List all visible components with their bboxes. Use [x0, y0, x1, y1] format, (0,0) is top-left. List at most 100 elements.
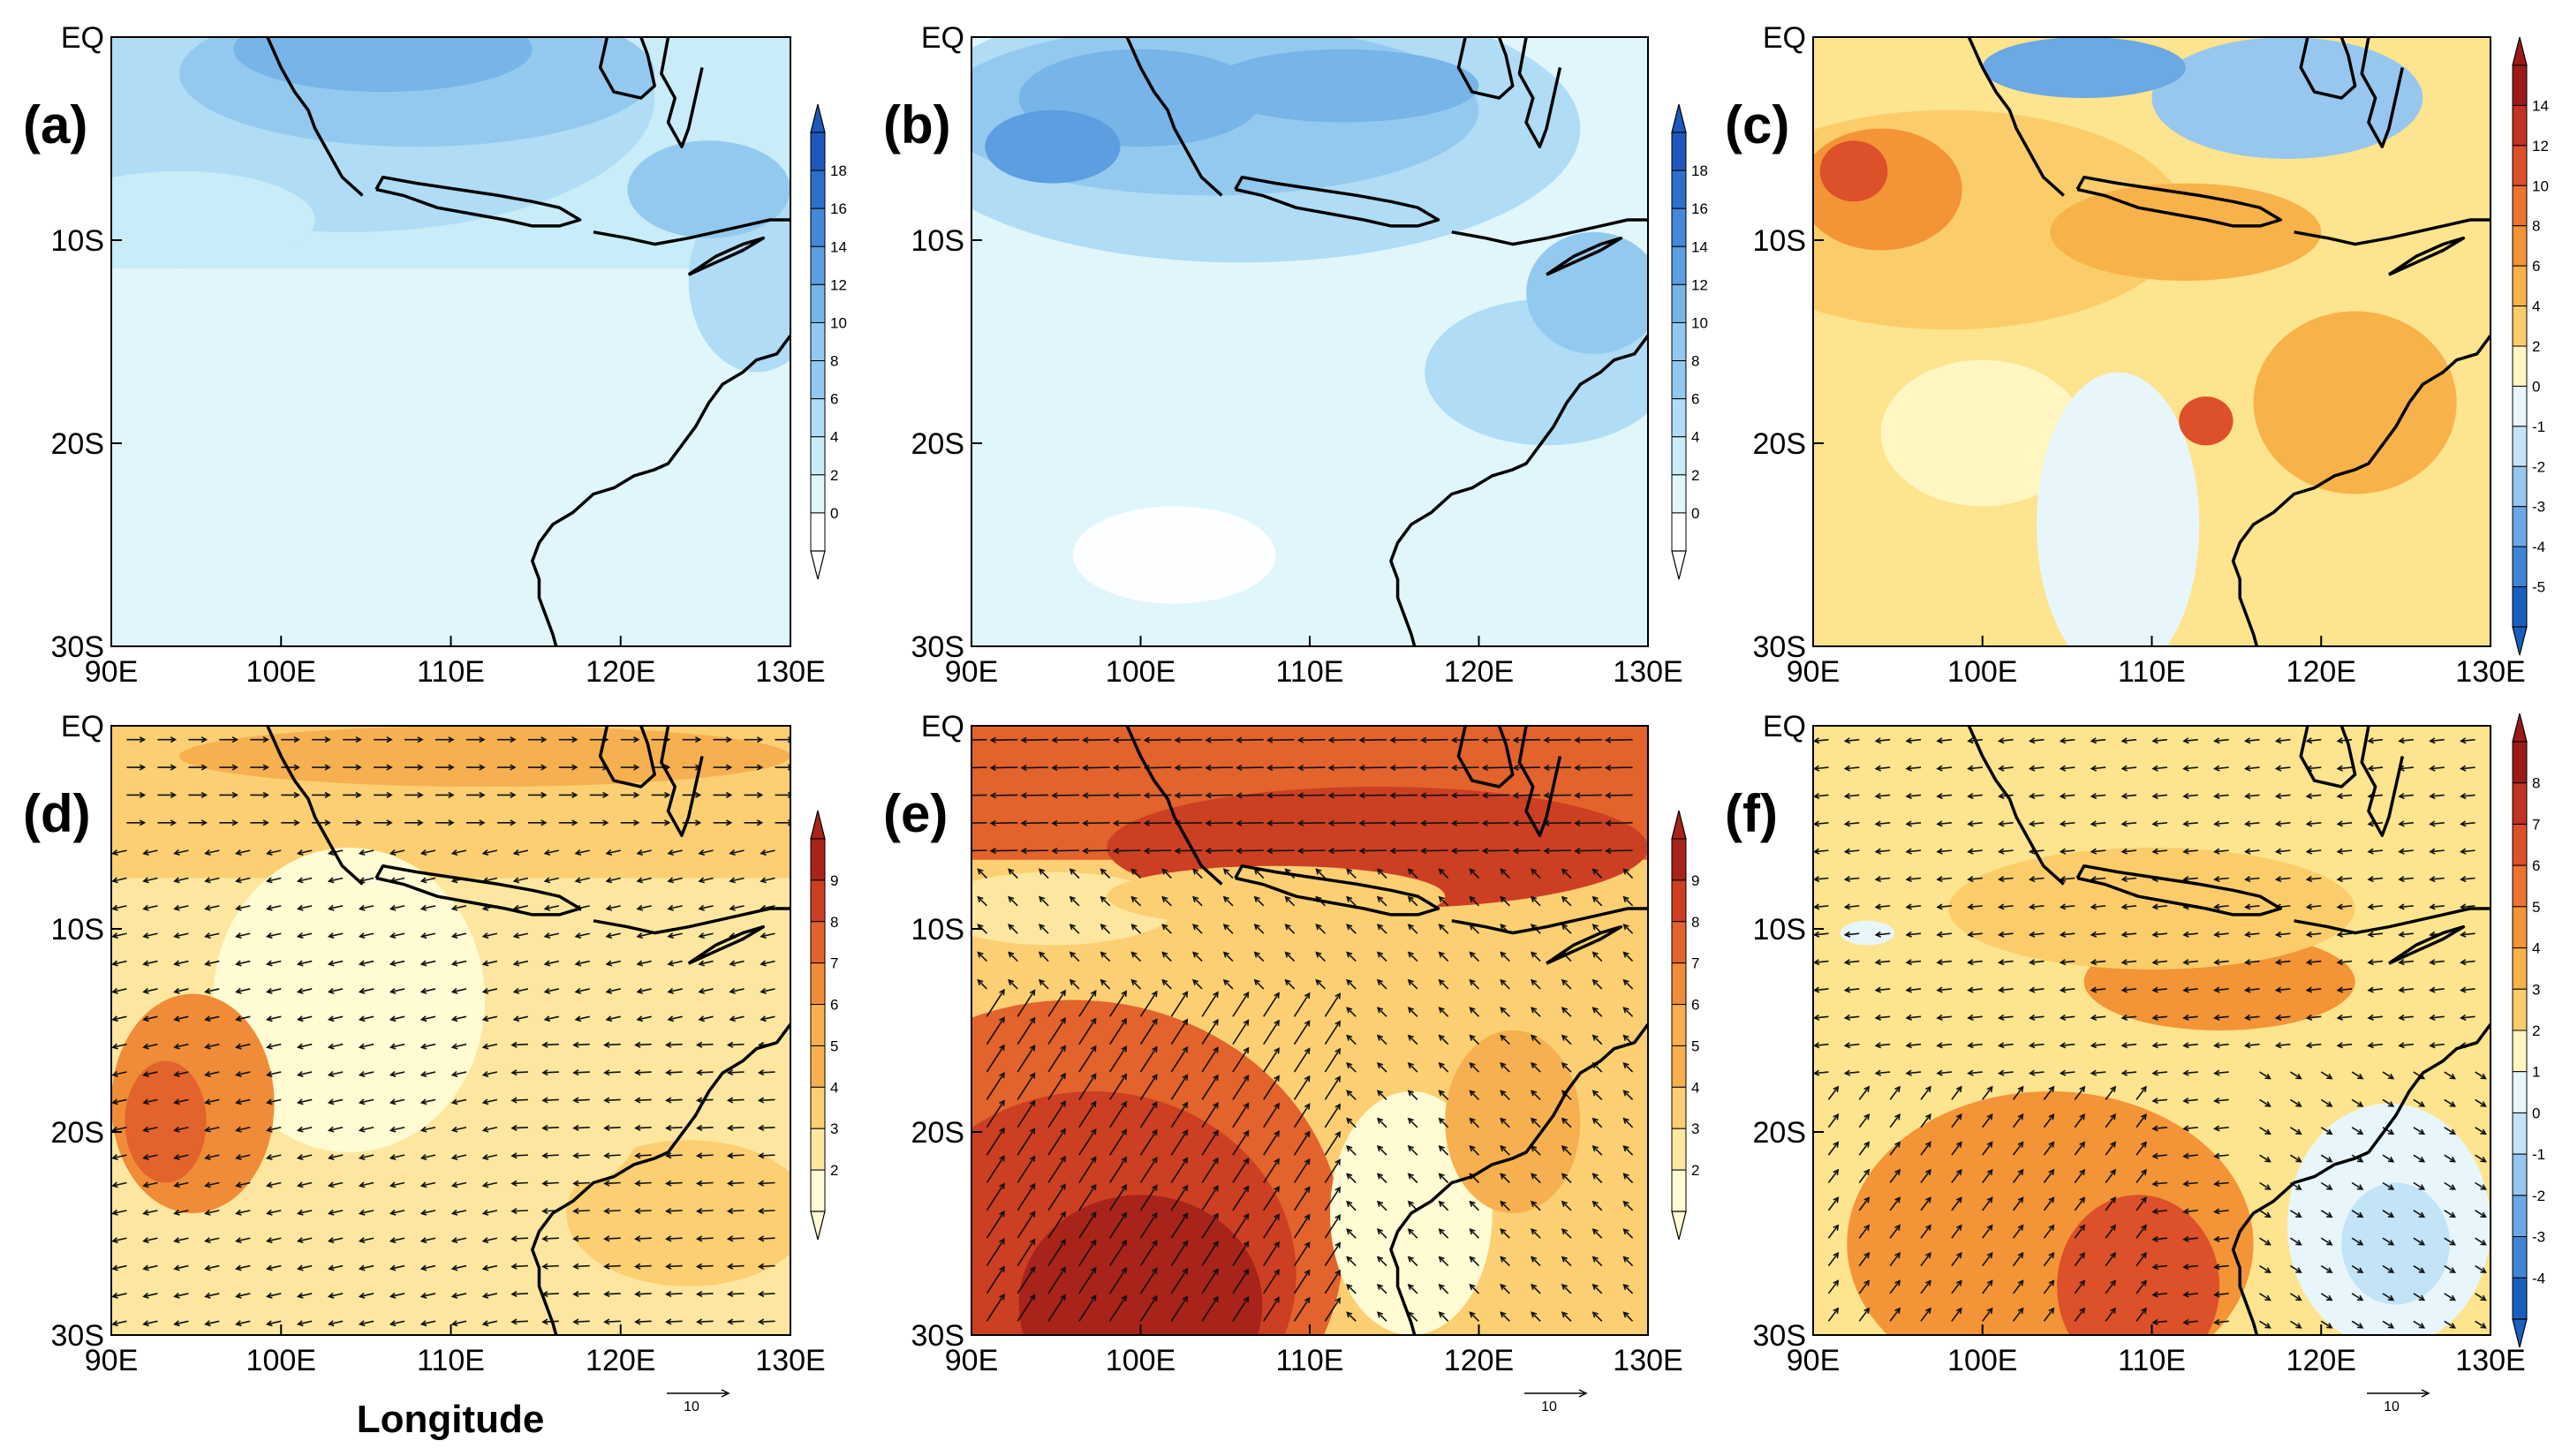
wind-vector-head [2110, 1113, 2117, 1120]
wind-vector [1346, 1201, 1357, 1211]
wind-vector [1131, 869, 1142, 879]
wind-vector [1324, 1298, 1341, 1322]
panel-e-coastline [1125, 726, 1648, 1335]
wind-vector-head [139, 764, 147, 771]
wind-vector-head [2295, 1128, 2302, 1135]
wind-vector [2430, 794, 2445, 797]
wind-vector [1561, 1035, 1572, 1045]
wind-vector [112, 1126, 127, 1132]
wind-vector [2152, 988, 2168, 992]
wind-vector-head [2274, 848, 2282, 855]
wind-vector-head [1243, 991, 1250, 999]
shading-blob [1880, 359, 2084, 507]
wind-vector [1592, 1035, 1603, 1045]
wind-vector-head [420, 960, 427, 967]
wind-vector [1377, 1062, 1387, 1073]
wind-vector-head [603, 1152, 610, 1159]
wind-vector-head [1986, 1168, 1993, 1176]
wind-vector-head [2017, 1224, 2024, 1231]
wind-vector-head [1376, 1034, 1384, 1041]
lon-tick-label: 100E [1947, 655, 2017, 689]
wind-vector-head [1936, 848, 1943, 855]
wind-vector-head [2418, 1128, 2426, 1135]
wind-vector [1324, 1187, 1341, 1211]
wind-vector-head [1182, 1074, 1189, 1081]
wind-vector [986, 1072, 1005, 1100]
wind-vector [1483, 821, 1510, 825]
wind-vector-head [450, 1264, 458, 1271]
wind-vector [637, 905, 652, 910]
wind-vector-head [2120, 986, 2128, 993]
wind-vector-head [1894, 1224, 1901, 1231]
colorbar-segment [2512, 185, 2528, 227]
wind-vector-head [665, 1041, 672, 1048]
wind-vector-head [204, 987, 211, 994]
wind-vector [1470, 1007, 1480, 1017]
wind-vector [2043, 1142, 2054, 1156]
wind-vector-head [2151, 1069, 2158, 1076]
reference-vector-head [2421, 1389, 2430, 1398]
wind-vector [298, 1264, 313, 1270]
lon-tick-label: 90E [945, 1344, 999, 1377]
wind-vector [298, 1098, 313, 1104]
wind-vector-head [1029, 1044, 1036, 1052]
wind-vector-head [417, 736, 424, 743]
wind-vector [1109, 1240, 1127, 1267]
wind-vector-head [1469, 1007, 1476, 1014]
wind-vector [1937, 794, 1952, 797]
wind-vector [1561, 1090, 1572, 1100]
wind-vector-head [510, 1291, 518, 1298]
wind-vector-head [358, 960, 366, 967]
wind-vector-head [1213, 1018, 1219, 1026]
wind-vector-head [2356, 1073, 2364, 1080]
wind-vector [1201, 992, 1219, 1017]
wind-vector [267, 877, 282, 882]
wind-vector [2152, 1098, 2168, 1102]
colorbar-label: 16 [830, 200, 847, 217]
wind-vector-head [2151, 1014, 2158, 1021]
wind-vector [728, 1071, 745, 1074]
wind-vector-head [1986, 1279, 1993, 1286]
wind-vector [1500, 1201, 1510, 1211]
wind-vector-head [1182, 1101, 1189, 1109]
wind-vector [2276, 738, 2291, 743]
wind-vector [1408, 979, 1418, 990]
wind-vector [452, 1264, 467, 1270]
panel-a-field [111, 37, 790, 646]
wind-vector-head [726, 1152, 734, 1159]
wind-vector [1845, 905, 1860, 909]
wind-vector-head [667, 960, 675, 967]
wind-vector-head [665, 1069, 672, 1076]
wind-vector-head [2079, 1113, 2086, 1120]
wind-vector [971, 766, 987, 769]
wind-vector [1377, 1007, 1387, 1017]
colorbar-label: 12 [830, 276, 847, 293]
wind-vector [1951, 1113, 1962, 1128]
wind-vector [1999, 1015, 2014, 1019]
wind-vector [2030, 960, 2045, 963]
wind-vector-head [2264, 1101, 2271, 1107]
wind-vector-head [1905, 876, 1912, 883]
wind-vector [1606, 738, 1633, 742]
wind-vector-head [2305, 792, 2313, 800]
wind-vector [2060, 738, 2075, 743]
wind-vector-head [1905, 820, 1912, 827]
wind-vector-head [327, 1181, 335, 1188]
wind-vector-head [2367, 848, 2374, 855]
wind-vector [2214, 738, 2229, 743]
reference-vector-head [1578, 1389, 1588, 1398]
wind-vector [573, 1181, 590, 1185]
wind-vector-head [1121, 1267, 1128, 1274]
colorbar-label: -2 [2532, 1188, 2545, 1204]
wind-vector-head [1060, 1045, 1066, 1052]
wind-vector-head [204, 1292, 211, 1299]
wind-vector [267, 1126, 282, 1132]
wind-vector [267, 1237, 282, 1242]
colorbar-label: -3 [2532, 1229, 2545, 1246]
wind-vector [483, 988, 498, 993]
wind-vector [1346, 1256, 1357, 1267]
colorbar-segment [2512, 741, 2528, 784]
wind-vector-head [2295, 1184, 2302, 1190]
lat-tick-label: 10S [911, 224, 965, 258]
wind-vector-head [1843, 737, 1851, 744]
